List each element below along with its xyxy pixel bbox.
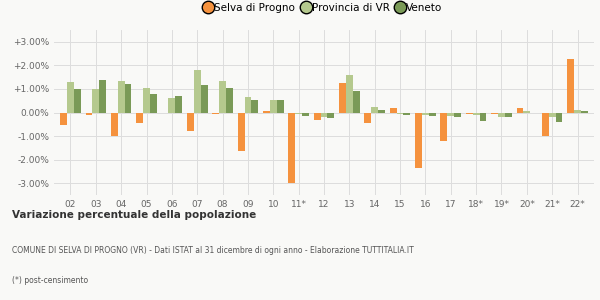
Bar [498, 112, 505, 117]
Bar [574, 110, 581, 112]
Bar [118, 81, 125, 112]
Bar [200, 85, 208, 112]
Bar [415, 112, 422, 168]
Bar [371, 106, 378, 112]
Bar [448, 112, 454, 116]
Bar [429, 112, 436, 116]
Bar [491, 112, 498, 114]
Bar [219, 81, 226, 112]
Bar [403, 112, 410, 115]
Bar [339, 83, 346, 112]
Bar [473, 112, 479, 115]
Bar [60, 112, 67, 125]
Bar [440, 112, 448, 141]
Bar [67, 82, 74, 112]
Bar [277, 100, 284, 112]
Bar [454, 112, 461, 117]
Bar [328, 112, 334, 118]
Bar [523, 111, 530, 112]
Bar [143, 88, 150, 112]
Bar [302, 112, 309, 116]
Bar [320, 112, 328, 117]
Bar [556, 112, 562, 122]
Text: (*) post-censimento: (*) post-censimento [12, 276, 88, 285]
Bar [194, 70, 200, 112]
Bar [567, 59, 574, 112]
Bar [226, 88, 233, 112]
Bar [289, 112, 295, 183]
Bar [175, 96, 182, 112]
Bar [397, 112, 403, 114]
Bar [378, 110, 385, 112]
Bar [136, 112, 143, 123]
Bar [390, 108, 397, 112]
Bar [353, 91, 359, 112]
Bar [212, 112, 219, 114]
Bar [422, 112, 429, 115]
Bar [479, 112, 487, 121]
Bar [74, 89, 81, 112]
Bar [270, 100, 277, 112]
Bar [187, 112, 194, 131]
Bar [99, 80, 106, 112]
Text: COMUNE DI SELVA DI PROGNO (VR) - Dati ISTAT al 31 dicembre di ogni anno - Elabor: COMUNE DI SELVA DI PROGNO (VR) - Dati IS… [12, 246, 414, 255]
Bar [245, 97, 251, 112]
Text: Variazione percentuale della popolazione: Variazione percentuale della popolazione [12, 210, 256, 220]
Bar [169, 98, 175, 112]
Bar [346, 75, 353, 112]
Bar [263, 111, 270, 112]
Bar [92, 89, 99, 112]
Bar [542, 112, 549, 136]
Bar [238, 112, 245, 152]
Bar [295, 112, 302, 114]
Bar [581, 111, 588, 112]
Bar [150, 94, 157, 112]
Legend: Selva di Progno, Provincia di VR, Veneto: Selva di Progno, Provincia di VR, Veneto [202, 0, 446, 17]
Bar [517, 108, 523, 112]
Bar [549, 112, 556, 117]
Bar [86, 112, 92, 115]
Bar [111, 112, 118, 136]
Bar [364, 112, 371, 123]
Bar [505, 112, 512, 117]
Bar [314, 112, 320, 120]
Bar [125, 84, 131, 112]
Bar [466, 112, 473, 114]
Bar [251, 100, 258, 112]
